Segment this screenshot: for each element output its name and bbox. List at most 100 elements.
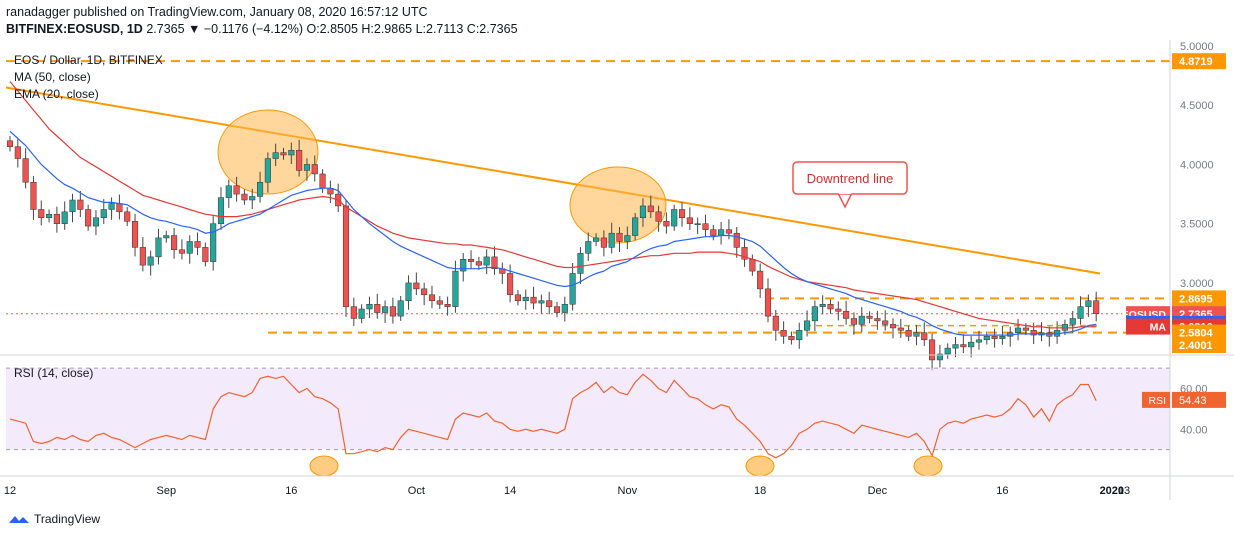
candle [702, 214, 709, 238]
candle [217, 187, 225, 230]
candle-body [960, 344, 967, 348]
axis-layer: 5.0000 4.5000 4.0000 3.5000 3.0000 4.8719 2.86… [0, 40, 1234, 500]
candle-body [272, 152, 279, 159]
downtrend-callout: Downtrend line [792, 161, 908, 209]
candle-body [241, 193, 248, 201]
candle [186, 235, 193, 264]
candle-body [507, 273, 514, 296]
candle [639, 198, 647, 227]
candle-body [733, 232, 740, 248]
candle-body [835, 308, 842, 312]
candle-body [882, 320, 889, 325]
candle-body [108, 203, 115, 210]
candle-body [483, 256, 490, 266]
candle-body [678, 209, 686, 219]
candle [428, 285, 436, 309]
candle [866, 311, 873, 324]
candle [280, 147, 287, 160]
candle-body [202, 247, 209, 262]
candle [1014, 318, 1022, 341]
rsi-tag-text: 54.43 [1179, 395, 1207, 407]
candle-body [257, 181, 264, 197]
candle [288, 142, 295, 164]
quote-line: BITFINEX:EOSUSD, 1D 2.7365 ▼ −0.1176 (−4… [6, 21, 518, 38]
candle [155, 228, 162, 265]
rsi-tag-name-box [1142, 391, 1170, 408]
price-pane: Downtrend line [5, 60, 1170, 371]
candle-body [804, 320, 811, 331]
candle-body [952, 344, 959, 349]
symbol-label: BITFINEX:EOSUSD, 1D [6, 22, 143, 36]
candle [889, 318, 897, 339]
candle-body [991, 335, 998, 339]
candle-body [968, 341, 975, 348]
candle-body [428, 294, 436, 301]
candle [1046, 326, 1053, 347]
candle-body [710, 229, 717, 236]
time-tick-label: 13 [1118, 485, 1130, 497]
candle-body [585, 241, 592, 254]
candle [593, 233, 600, 247]
candle-body [171, 235, 178, 251]
candle [311, 155, 318, 182]
highlight-ellipse [217, 109, 319, 195]
candle-body [342, 205, 350, 307]
candle [749, 254, 756, 276]
candle [694, 217, 701, 235]
candle [663, 212, 670, 234]
candle [522, 289, 529, 310]
candle-body [725, 229, 732, 234]
candle-body [764, 288, 772, 317]
candle-body [1014, 327, 1022, 333]
candle-body [194, 241, 201, 248]
rsi-pane [6, 367, 1170, 477]
candle-body [983, 335, 990, 341]
candle [678, 201, 686, 227]
candle [389, 297, 396, 324]
candle-body [85, 209, 92, 227]
candle [960, 334, 967, 354]
price-tag-box [1172, 337, 1226, 353]
candle [475, 256, 482, 270]
candle-body [280, 152, 287, 156]
candle-body [874, 318, 881, 322]
candle [710, 224, 717, 241]
candle-body [38, 209, 45, 219]
candle [202, 242, 209, 267]
candle-body [780, 330, 787, 337]
candle-body [1093, 300, 1100, 314]
candle [319, 169, 326, 193]
footer-brand[interactable]: TradingView [8, 512, 100, 526]
candle-body [288, 150, 295, 156]
rsi-tag-name: RSI [1148, 395, 1166, 407]
candle [53, 206, 60, 233]
candle-body [366, 304, 373, 310]
time-tick-label: Oct [408, 485, 425, 497]
ema20-line [9, 130, 1097, 336]
candle [1054, 321, 1061, 344]
time-tick-label: Sep [156, 485, 176, 497]
price-tag-name: MA [1150, 322, 1167, 334]
candle [421, 282, 428, 306]
candle-body [514, 294, 521, 301]
candle-body [69, 199, 76, 213]
candle [561, 296, 568, 322]
candle-body [303, 164, 310, 171]
candle-body [155, 237, 162, 258]
candle [850, 312, 857, 335]
candle-body [639, 205, 647, 219]
candle-body [593, 237, 600, 242]
candle-body [249, 196, 256, 201]
candle-body [843, 311, 850, 319]
candle [413, 272, 420, 296]
candle [163, 230, 170, 243]
candle-body [178, 249, 185, 254]
rsi-legend: RSI (14, close) [14, 366, 94, 380]
candle-body [796, 330, 803, 341]
price-tick-label: 4.5000 [1180, 100, 1214, 112]
candle [327, 180, 334, 204]
candle-body [163, 235, 170, 239]
candle [780, 321, 787, 344]
price-tag: 4.8719 [1172, 53, 1226, 70]
rsi-tick-label: 40.00 [1180, 424, 1208, 436]
